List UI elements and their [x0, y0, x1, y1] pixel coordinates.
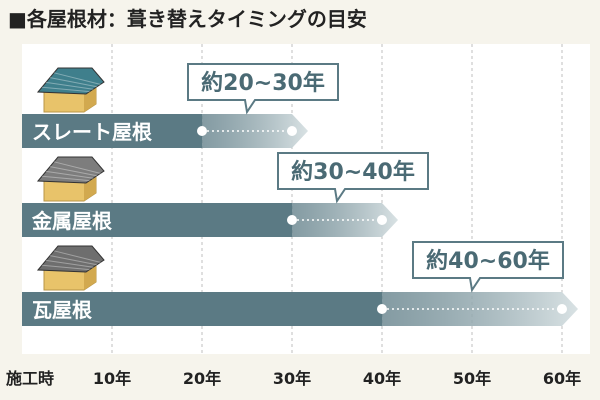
x-axis: 施工時 10年 20年 30年 40年 50年 60年: [6, 369, 581, 388]
bar-row: 金属屋根 約30~40年: [22, 152, 429, 237]
range-end-dot: [377, 215, 387, 225]
tile-roof-house-icon: [36, 245, 105, 291]
tick-label: 20年: [183, 369, 221, 388]
callout-box: [412, 241, 564, 293]
category-label: 瓦屋根: [32, 298, 92, 322]
metal-roof-house-icon: [36, 156, 105, 202]
category-label: 金属屋根: [31, 209, 112, 233]
range-start-dot: [377, 304, 387, 314]
range-label: 約30~40年: [291, 159, 415, 185]
range-callout: 約20~30年: [187, 63, 339, 115]
bar-range: [382, 292, 578, 326]
range-label: 約40~60年: [426, 248, 550, 274]
bar-solid: [22, 114, 202, 148]
bar-range: [292, 203, 398, 237]
slate-roof-house-icon: [36, 67, 105, 113]
range-callout: 約30~40年: [277, 152, 429, 204]
category-label: スレート屋根: [32, 120, 152, 144]
bar-row: 瓦屋根 約40~60年: [22, 241, 578, 326]
tick-label: 10年: [93, 369, 131, 388]
range-start-dot: [287, 215, 297, 225]
bar-row: スレート屋根 約20~30年: [22, 63, 339, 148]
tick-label: 30年: [273, 369, 311, 388]
bar-solid: [22, 203, 292, 237]
x-axis-label: 施工時: [6, 369, 54, 388]
range-callout: 約40~60年: [412, 241, 564, 293]
range-label: 約20~30年: [201, 70, 325, 96]
callout-box: [187, 63, 339, 115]
range-start-dot: [197, 126, 207, 136]
bar-range: [202, 114, 308, 148]
bar-solid: [22, 292, 382, 326]
tick-label: 60年: [543, 369, 581, 388]
range-end-dot: [287, 126, 297, 136]
tick-label: 40年: [363, 369, 401, 388]
tick-label: 50年: [453, 369, 491, 388]
chart-title: ■各屋根材：葺き替えタイミングの目安: [8, 7, 367, 31]
range-end-dot: [557, 304, 567, 314]
callout-box: [277, 152, 429, 204]
